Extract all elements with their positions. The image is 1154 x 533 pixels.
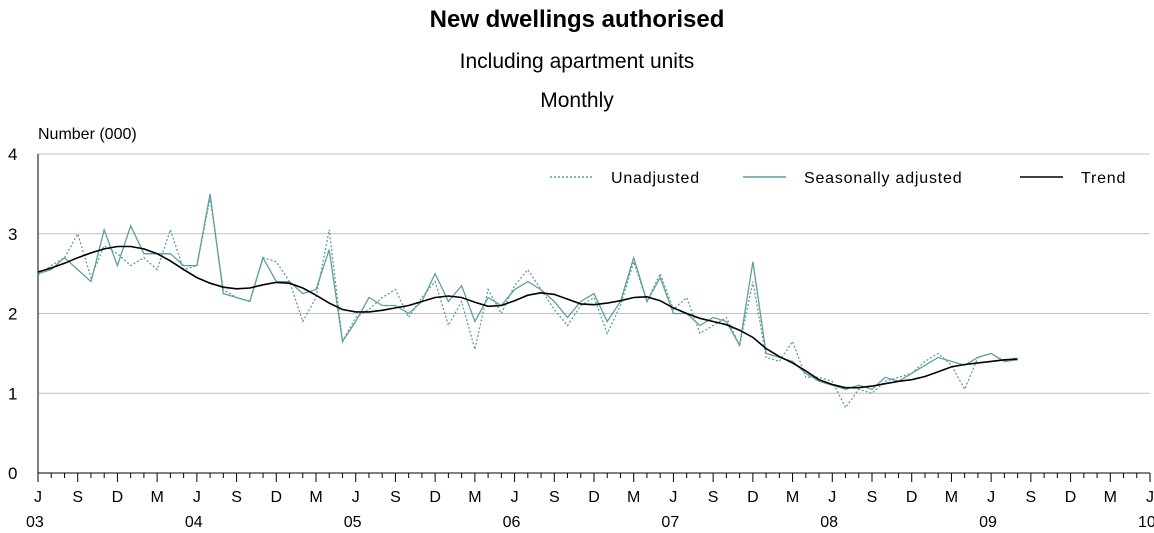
legend-label-trend: Trend xyxy=(1081,170,1126,187)
x-tick-label-year-08: 08 xyxy=(820,514,838,531)
y-tick-label-2: 2 xyxy=(8,305,17,324)
x-tick-label-month: S xyxy=(390,489,401,506)
chart-subtitle: Including apartment units xyxy=(459,50,695,73)
series-lines xyxy=(37,193,1018,409)
x-tick-label-month: J xyxy=(34,489,42,506)
chart-frequency: Monthly xyxy=(540,89,614,112)
x-tick-label-month: S xyxy=(549,489,560,506)
x-tick-label-year-07: 07 xyxy=(661,514,679,531)
x-tick-label-month: S xyxy=(867,489,878,506)
x-tick-label-month: J xyxy=(1146,489,1154,506)
axes: 0 1 2 3 4 J S D M J S D M J S D M J S D M J S D M J S D M J S D M J 03 04 05… xyxy=(8,145,1154,531)
x-tick-label-year-10: 10 xyxy=(1138,514,1154,531)
x-tick-label-month: S xyxy=(708,489,719,506)
series-line-trend xyxy=(37,245,1018,389)
x-tick-label-month: D xyxy=(112,489,124,506)
y-tick-label-4: 4 xyxy=(8,145,17,164)
series-line-unadjusted xyxy=(37,197,1018,409)
x-tick-label-year-04: 04 xyxy=(185,514,203,531)
x-tick-label-year-03: 03 xyxy=(26,514,44,531)
chart-title: New dwellings authorised xyxy=(429,6,725,33)
x-tick-label-month: J xyxy=(669,489,677,506)
x-tick-label-month: M xyxy=(627,489,640,506)
y-tick-label-3: 3 xyxy=(8,225,17,244)
x-tick-label-month: M xyxy=(468,489,481,506)
legend: Unadjusted Seasonally adjusted Trend xyxy=(550,170,1126,187)
x-tick-label-month: D xyxy=(588,489,600,506)
x-tick-label-year-09: 09 xyxy=(979,514,997,531)
x-tick-label-month: M xyxy=(1104,489,1117,506)
x-tick-label-month: J xyxy=(511,489,519,506)
x-tick-label-month: D xyxy=(429,489,441,506)
series-line-seasonally-adjusted xyxy=(37,193,1018,391)
x-tick-label-month: S xyxy=(1026,489,1037,506)
x-tick-label-month: D xyxy=(906,489,918,506)
x-tick-label-month: M xyxy=(309,489,322,506)
legend-label-seasonally-adjusted: Seasonally adjusted xyxy=(804,170,962,187)
y-tick-label-0: 0 xyxy=(8,464,17,483)
gridlines xyxy=(38,153,1150,394)
x-tick-label-month: J xyxy=(828,489,836,506)
x-tick-label-month: M xyxy=(945,489,958,506)
x-tick-label-month: S xyxy=(231,489,242,506)
x-tick-label-year-05: 05 xyxy=(344,514,362,531)
x-tick-label-month: J xyxy=(193,489,201,506)
x-tick-label-month: D xyxy=(747,489,759,506)
y-axis-label: Number (000) xyxy=(38,126,137,143)
x-tick-label-year-06: 06 xyxy=(503,514,521,531)
x-tick-label-month: M xyxy=(150,489,163,506)
x-tick-label-month: J xyxy=(352,489,360,506)
legend-label-unadjusted: Unadjusted xyxy=(611,170,700,187)
x-tick-label-month: D xyxy=(271,489,283,506)
y-tick-label-1: 1 xyxy=(8,384,17,403)
x-tick-label-month: M xyxy=(786,489,799,506)
x-tick-label-month: J xyxy=(987,489,995,506)
x-tick-label-month: D xyxy=(1065,489,1077,506)
x-tick-label-month: S xyxy=(72,489,83,506)
